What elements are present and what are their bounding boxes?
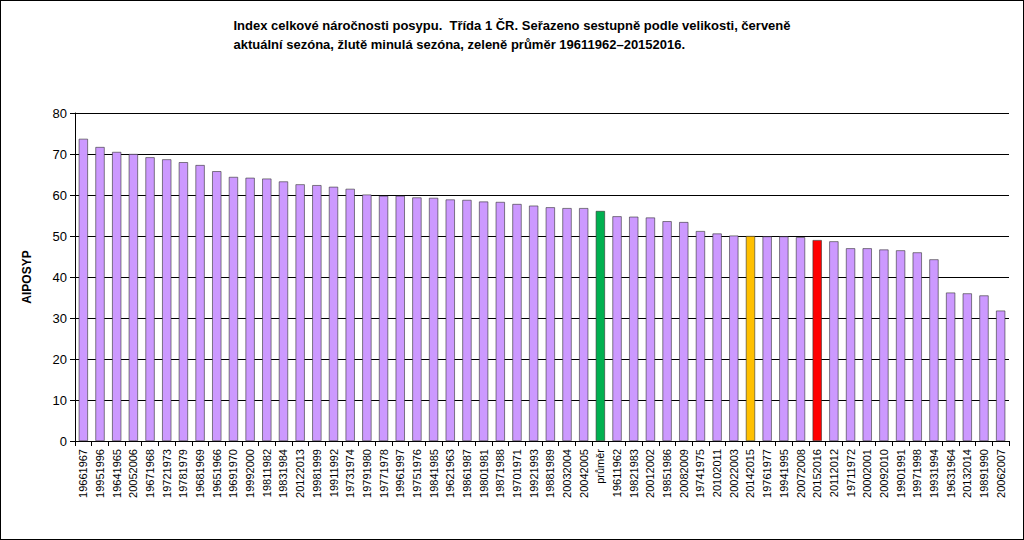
svg-text:20142015: 20142015 [744, 449, 756, 498]
svg-text:40: 40 [53, 270, 67, 285]
svg-text:19631964: 19631964 [945, 449, 957, 498]
svg-text:19951996: 19951996 [94, 449, 106, 498]
svg-text:19611962: 19611962 [611, 449, 623, 497]
svg-text:20052006: 20052006 [127, 449, 139, 498]
svg-text:19871988: 19871988 [494, 449, 506, 498]
svg-text:20092010: 20092010 [878, 449, 890, 498]
svg-text:20002001: 20002001 [861, 449, 873, 498]
svg-text:19621963: 19621963 [444, 449, 456, 498]
svg-text:19771978: 19771978 [378, 449, 390, 498]
svg-text:20022003: 20022003 [728, 449, 740, 498]
svg-text:80: 80 [53, 106, 67, 121]
svg-text:19681969: 19681969 [194, 449, 206, 498]
svg-text:20062007: 20062007 [995, 449, 1007, 498]
svg-text:20072008: 20072008 [795, 449, 807, 498]
svg-text:19831984: 19831984 [277, 449, 289, 498]
svg-text:aktuální sezóna, žlutě minulá: aktuální sezóna, žlutě minulá sezóna, ze… [233, 37, 685, 52]
svg-text:19811982: 19811982 [261, 449, 273, 497]
svg-text:20112012: 20112012 [828, 449, 840, 497]
svg-text:19741975: 19741975 [694, 449, 706, 498]
svg-text:19691970: 19691970 [227, 449, 239, 498]
svg-text:Index celkové náročnosti posyp: Index celkové náročnosti posypu. Třída 1… [233, 18, 790, 33]
svg-text:19671968: 19671968 [144, 449, 156, 498]
svg-text:20132014: 20132014 [961, 449, 973, 498]
svg-text:20042005: 20042005 [578, 449, 590, 498]
svg-text:19971998: 19971998 [911, 449, 923, 498]
svg-text:19661967: 19661967 [77, 449, 89, 498]
svg-text:60: 60 [53, 188, 67, 203]
svg-text:19961997: 19961997 [394, 449, 406, 498]
svg-text:20152016: 20152016 [811, 449, 823, 498]
svg-text:19791980: 19791980 [361, 449, 373, 498]
svg-text:20032004: 20032004 [561, 449, 573, 498]
svg-text:20082009: 20082009 [678, 449, 690, 498]
svg-text:průměr: průměr [594, 449, 606, 484]
svg-text:10: 10 [53, 393, 67, 408]
svg-text:19721973: 19721973 [161, 449, 173, 498]
svg-text:70: 70 [53, 147, 67, 162]
svg-text:19861987: 19861987 [461, 449, 473, 498]
svg-text:20012002: 20012002 [644, 449, 656, 498]
svg-text:19821983: 19821983 [628, 449, 640, 498]
svg-text:20122013: 20122013 [294, 449, 306, 498]
svg-text:19851986: 19851986 [661, 449, 673, 498]
svg-text:19941995: 19941995 [778, 449, 790, 498]
svg-text:AIPOSYP: AIPOSYP [20, 250, 34, 303]
svg-text:20102011: 20102011 [711, 449, 723, 497]
svg-text:19911992: 19911992 [328, 449, 340, 497]
svg-text:0: 0 [60, 434, 67, 449]
svg-text:19921993: 19921993 [528, 449, 540, 498]
svg-text:19981999: 19981999 [311, 449, 323, 498]
svg-text:19901991: 19901991 [895, 449, 907, 498]
svg-text:20: 20 [53, 352, 67, 367]
svg-text:19751976: 19751976 [411, 449, 423, 498]
svg-text:19891990: 19891990 [978, 449, 990, 498]
svg-text:19801981: 19801981 [478, 449, 490, 498]
svg-text:19931994: 19931994 [928, 449, 940, 498]
svg-text:19651966: 19651966 [211, 449, 223, 498]
svg-text:19731974: 19731974 [344, 449, 356, 498]
svg-text:19781979: 19781979 [177, 449, 189, 498]
svg-text:19711972: 19711972 [845, 449, 857, 497]
svg-text:19701971: 19701971 [511, 449, 523, 498]
svg-text:19641965: 19641965 [111, 449, 123, 498]
svg-text:30: 30 [53, 311, 67, 326]
svg-text:19881989: 19881989 [544, 449, 556, 498]
svg-text:19992000: 19992000 [244, 449, 256, 498]
svg-text:19841985: 19841985 [428, 449, 440, 498]
svg-text:50: 50 [53, 229, 67, 244]
svg-text:19761977: 19761977 [761, 449, 773, 498]
